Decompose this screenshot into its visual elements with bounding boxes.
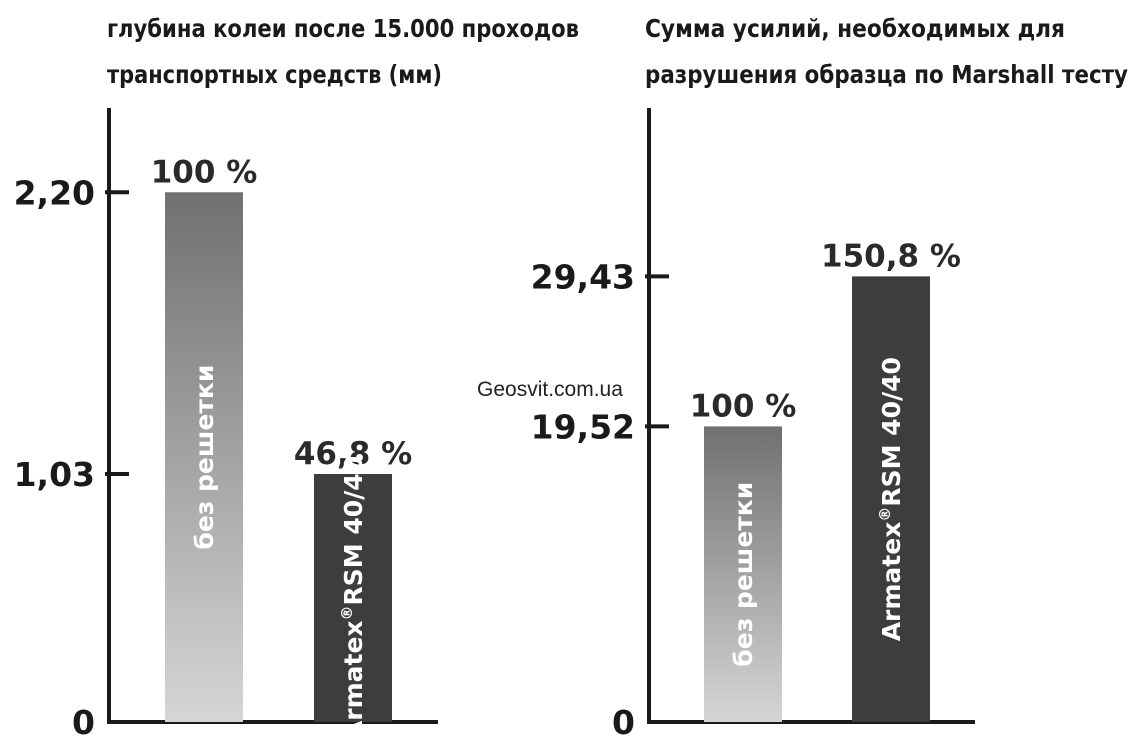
chart-right-bar-label-sup: ® [876, 507, 894, 522]
chart-left-bar-label: Armatex®RSM 40/40 [338, 456, 368, 740]
chart-right-value-label: 150,8 % [821, 238, 961, 274]
chart-right-value-label: 100 % [690, 388, 797, 424]
chart-right-bar-label-main: без решетки [729, 482, 758, 667]
chart-left-ticks: 0 1,03 2,20 [14, 173, 129, 742]
chart-left-bars: 100 %без решетки 46,8 %Armatex®RSM 40/40 [151, 154, 412, 740]
chart-right-tick-label: 19,52 [531, 407, 635, 446]
watermark-text: Geosvit.com.ua [477, 378, 623, 401]
chart-left-title-line-2: транспортных средств (мм) [107, 60, 442, 89]
chart-left-tick-label: 1,03 [14, 455, 95, 494]
chart-right-bar-plain [704, 426, 782, 722]
chart-left-title-line-1: глубина колеи после 15.000 проходов [107, 14, 579, 43]
chart-right-bar-label-rest: RSM 40/40 [877, 357, 906, 507]
chart-right-tick-label: 29,43 [531, 257, 635, 296]
chart-right-bar-label: без решетки [729, 482, 758, 667]
chart-right-title-line-2: разрушения образца по Marshall тесту [645, 60, 1128, 89]
chart-left-bar-plain [165, 192, 243, 722]
chart-left-bar-label-sup: ® [338, 605, 356, 620]
chart-left-tick-label: 2,20 [14, 173, 95, 212]
chart-left-bar-label-rest: RSM 40/40 [339, 456, 368, 606]
chart-right: Сумма усилий, необходимых для разрушения… [531, 14, 1128, 742]
chart-left-bar-armatex [314, 473, 392, 722]
chart-right-bar-armatex [852, 276, 930, 722]
chart-right-bars: 100 % без решетки 150,8 % Armatex®RSM 40/40 [690, 238, 961, 722]
chart-left: глубина колеи после 15.000 проходов тран… [14, 14, 579, 742]
chart-left-bar-label-main: Armatex [339, 620, 368, 740]
chart-left-value-label: 46,8 % [294, 436, 412, 472]
chart-left-bar-label: без решетки [190, 365, 219, 550]
chart-left-bar-label-main: без решетки [190, 365, 219, 550]
chart-left-value-label: 100 % [151, 154, 258, 190]
chart-right-tick-label: 0 [612, 703, 635, 742]
chart-right-bar-label-main: Armatex [877, 522, 906, 642]
chart-left-tick-label: 0 [72, 703, 95, 742]
chart-right-bar-label: Armatex®RSM 40/40 [876, 357, 906, 641]
chart-right-ticks: 0 19,52 29,43 [531, 257, 669, 742]
chart-right-title-line-1: Сумма усилий, необходимых для [645, 14, 1065, 43]
